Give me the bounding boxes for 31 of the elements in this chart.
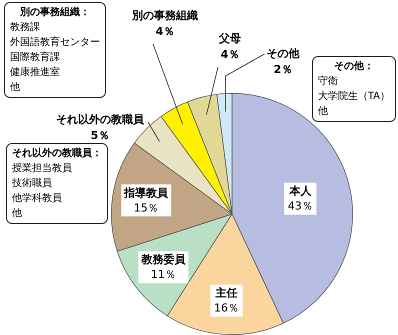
text: 守衛 [318, 74, 339, 89]
text: 他学科教員 [12, 192, 63, 206]
slice-label: 別の事務組織 [131, 8, 198, 22]
text: 別の事務組織： [18, 6, 91, 20]
data-label: 16％ [214, 302, 240, 315]
slice-label: その他 [266, 46, 300, 60]
slice-label: 父母 [218, 32, 241, 45]
text: その他： [332, 60, 375, 74]
slice-label: 教務委員 [140, 253, 186, 266]
data-label: 15％ [134, 201, 159, 214]
data-label: 43％ [288, 200, 313, 213]
text: 他 [318, 105, 329, 119]
text: 外国語教育センター [10, 36, 100, 50]
slice-label: それ以外の教職員 [56, 112, 145, 126]
text: 技術職員 [12, 176, 53, 191]
text: 健康推進室 [10, 66, 61, 80]
text: 国際教育課 [10, 50, 61, 65]
text: 他 [10, 81, 21, 95]
text: それ以外の教職員： [12, 146, 102, 161]
slice-label: 主任 [214, 286, 238, 300]
data-label: 11％ [150, 268, 176, 282]
data-label: 4％ [220, 48, 240, 61]
slice-label: 本人 [288, 184, 312, 198]
data-label: 2％ [274, 62, 292, 76]
text: 大学院生（TA） [318, 90, 390, 104]
data-label: 5％ [90, 128, 110, 142]
text: 授業担当教員 [12, 162, 73, 176]
data-label: 4％ [156, 24, 174, 38]
text: 教務課 [10, 20, 41, 35]
slice-label: 指導教員 [123, 186, 170, 200]
text: 他 [12, 207, 23, 221]
